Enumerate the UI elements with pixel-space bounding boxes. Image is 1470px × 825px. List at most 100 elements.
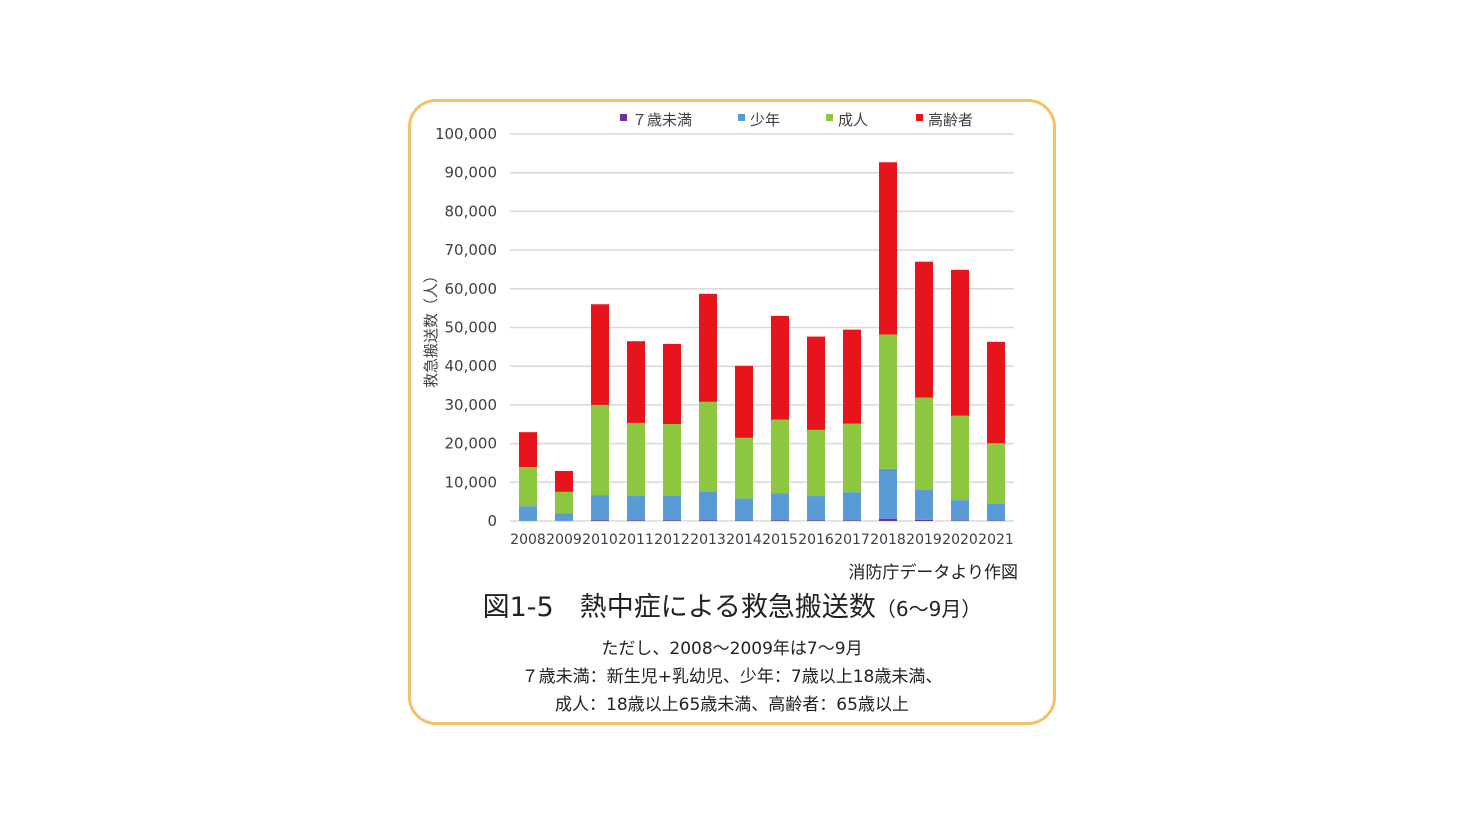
y-tick-label: 90,000 — [445, 164, 498, 182]
bar-segment — [591, 304, 609, 405]
bar-segment — [843, 492, 861, 521]
x-tick-label: 2019 — [906, 532, 942, 548]
y-tick-label: 100,000 — [435, 125, 497, 143]
bar-segment — [519, 506, 537, 521]
x-tick-label: 2009 — [546, 532, 582, 548]
figure-subtitle: （6～9月） — [875, 597, 982, 621]
bar-segment — [519, 432, 537, 468]
note-line-2: ７歳未満：新生児+乳幼児、少年：7歳以上18歳未満、 — [521, 667, 943, 687]
x-tick-label: 2020 — [942, 532, 978, 548]
legend-label: ７歳未満 — [632, 111, 692, 129]
x-tick-label: 2010 — [582, 532, 618, 548]
bar-segment — [807, 520, 825, 521]
x-tick-label: 2008 — [510, 532, 546, 548]
data-source-note: 消防庁データより作図 — [848, 563, 1018, 583]
legend: ７歳未満 少年 成人 高齢者 — [620, 111, 973, 129]
legend-label: 高齢者 — [928, 111, 973, 129]
y-tick-label: 30,000 — [445, 396, 498, 414]
y-axis-label: 救急搬送数（人） — [422, 268, 440, 388]
x-tick-label: 2017 — [834, 532, 870, 548]
y-tick-label: 60,000 — [445, 280, 498, 298]
bar-segment — [519, 467, 537, 507]
bar-segment — [735, 498, 753, 521]
bar-segment — [879, 468, 897, 519]
x-tick-label: 2016 — [798, 532, 834, 548]
y-tick-label: 40,000 — [445, 357, 498, 375]
bar-segment — [591, 520, 609, 521]
figure-caption-title: 図1-5 熱中症による救急搬送数（6～9月） — [420, 585, 1044, 624]
note-line-3: 成人：18歳以上65歳未満、高齢者：65歳以上 — [555, 695, 909, 715]
bar-segment — [555, 470, 573, 492]
bar-segment — [663, 520, 681, 521]
legend-label: 成人 — [838, 111, 868, 129]
bar-segment — [591, 404, 609, 496]
bar-segment — [699, 401, 717, 492]
bar-segment — [699, 293, 717, 402]
legend-swatch — [738, 114, 745, 121]
legend-swatch — [620, 114, 627, 121]
legend-swatch — [916, 114, 923, 121]
bar-segment — [987, 341, 1005, 444]
bar-segment — [951, 415, 969, 501]
bar-segment — [843, 423, 861, 493]
bar-segment — [591, 495, 609, 521]
bar-segment — [663, 424, 681, 496]
y-tick-label: 20,000 — [445, 435, 498, 453]
bar-segment — [915, 261, 933, 398]
bar-segment — [627, 496, 645, 521]
bar-segment — [915, 519, 933, 521]
legend-label: 少年 — [750, 111, 780, 129]
bar-segment — [879, 518, 897, 521]
bar-segment — [663, 495, 681, 521]
y-tick-label: 70,000 — [445, 241, 498, 259]
bar-segment — [987, 443, 1005, 504]
x-tick-label: 2011 — [618, 532, 654, 548]
bars — [519, 162, 1005, 521]
bar-segment — [879, 334, 897, 469]
bar-segment — [915, 489, 933, 520]
bar-segment — [699, 520, 717, 521]
x-tick-label: 2012 — [654, 532, 690, 548]
bar-segment — [771, 520, 789, 521]
bar-segment — [915, 397, 933, 490]
bar-segment — [807, 429, 825, 497]
bar-segment — [771, 419, 789, 494]
x-tick-label: 2018 — [870, 532, 906, 548]
bar-segment — [843, 329, 861, 424]
figure-number: 図1-5 — [482, 592, 554, 623]
bar-segment — [951, 269, 969, 416]
x-axis-tick-labels: 2008 2009 2010 2011 2012 2013 2014 2015 2016 2017… — [510, 532, 1014, 548]
bar-segment — [627, 422, 645, 497]
x-tick-label: 2021 — [978, 532, 1014, 548]
bar-segment — [879, 162, 897, 335]
y-axis-tick-labels: 0 10,000 20,000 30,000 40,000 50,000 60,000 70,… — [435, 125, 497, 530]
y-tick-label: 50,000 — [445, 319, 498, 337]
bar-segment — [807, 496, 825, 521]
x-tick-label: 2014 — [726, 532, 762, 548]
note-line-1: ただし、2008～2009年は7～9月 — [601, 639, 863, 659]
bar-segment — [735, 365, 753, 438]
x-tick-label: 2015 — [762, 532, 798, 548]
bar-segment — [987, 503, 1005, 521]
bar-segment — [807, 336, 825, 430]
figure-title: 熱中症による救急搬送数 — [579, 592, 876, 623]
x-tick-label: 2013 — [690, 532, 726, 548]
bar-segment — [843, 520, 861, 521]
figure-frame — [408, 99, 1056, 725]
bar-segment — [663, 343, 681, 425]
y-tick-label: 10,000 — [445, 473, 498, 491]
bar-segment — [627, 341, 645, 423]
gridlines — [510, 133, 1014, 522]
bar-segment — [951, 500, 969, 521]
bar-segment — [771, 315, 789, 420]
bar-segment — [771, 493, 789, 521]
bar-segment — [735, 437, 753, 499]
bar-segment — [555, 491, 573, 514]
y-tick-label: 0 — [487, 512, 497, 530]
y-tick-label: 80,000 — [445, 202, 498, 220]
bar-segment — [555, 513, 573, 521]
legend-swatch — [826, 114, 833, 121]
bar-segment — [699, 491, 717, 521]
bar-segment — [627, 520, 645, 521]
